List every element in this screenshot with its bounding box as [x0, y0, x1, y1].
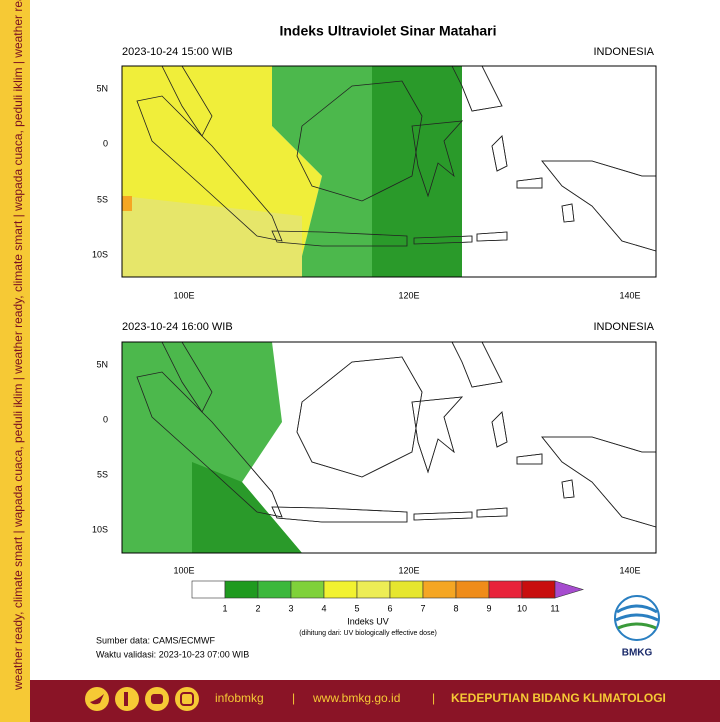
colorbar-label: 7 [420, 603, 425, 613]
colorbar-label: 6 [387, 603, 392, 613]
footer [30, 680, 720, 722]
panel-region: INDONESIA [593, 321, 654, 333]
separator: | [432, 691, 435, 705]
colorbar-label: 2 [255, 603, 260, 613]
colorbar-segment [224, 580, 259, 599]
map-panel [121, 341, 657, 554]
validity: Waktu validasi: 2023-10-23 07:00 WIB [96, 649, 249, 659]
colorbar-segment [257, 580, 292, 599]
title: Indeks Ultraviolet Sinar Matahari [279, 23, 496, 39]
lat-label: 5N [96, 359, 108, 369]
colorbar-title: Indeks UV [347, 616, 389, 626]
colorbar-label: 5 [354, 603, 359, 613]
lat-label: 10S [92, 524, 108, 534]
lon-label: 120E [398, 565, 419, 575]
colorbar-label: 1 [222, 603, 227, 613]
social-icons [85, 687, 199, 711]
panel-datetime: 2023-10-24 16:00 WIB [122, 321, 233, 333]
panel-region: INDONESIA [593, 46, 654, 58]
colorbar-label: 11 [550, 603, 559, 613]
colorbar-segment [389, 580, 424, 599]
lon-label: 140E [619, 290, 640, 300]
source: Sumber data: CAMS/ECMWF [96, 635, 216, 645]
lat-label: 0 [103, 414, 108, 424]
lat-label: 5S [97, 194, 108, 204]
panel-datetime: 2023-10-24 15:00 WIB [122, 46, 233, 58]
colorbar-segment [290, 580, 325, 599]
lat-label: 10S [92, 249, 108, 259]
map-panel [121, 65, 657, 278]
lat-label: 5N [96, 83, 108, 93]
colorbar-label: 3 [288, 603, 293, 613]
colorbar-segment [323, 580, 358, 599]
lat-label: 0 [103, 138, 108, 148]
colorbar-segment [356, 580, 391, 599]
lon-label: 100E [173, 565, 194, 575]
colorbar-segment [191, 580, 226, 599]
colorbar-note: (dihitung dari: UV biologically effectiv… [299, 630, 437, 637]
lon-label: 120E [398, 290, 419, 300]
social-handle: infobmkg [215, 691, 264, 705]
instagram-icon[interactable] [175, 687, 199, 711]
colorbar-segment [521, 580, 556, 599]
logo-text: BMKG [622, 648, 653, 659]
colorbar-segment [455, 580, 490, 599]
sidebar-text: weather ready, climate smart | wapada cu… [11, 0, 25, 691]
colorbar-arrow [554, 580, 585, 599]
logo: BMKG [614, 595, 660, 659]
colorbar-label: 10 [517, 603, 527, 613]
website[interactable]: www.bmkg.go.id [312, 691, 400, 705]
sidebar [0, 0, 30, 722]
colorbar-label: 9 [486, 603, 491, 613]
colorbar-label: 4 [321, 603, 326, 613]
lon-label: 140E [619, 565, 640, 575]
lon-label: 100E [173, 290, 194, 300]
colorbar: 1 2 3 4 5 6 7 8 9 10 11 [191, 580, 585, 613]
colorbar-segment [422, 580, 457, 599]
footer-unit: KEDEPUTIAN BIDANG KLIMATOLOGI [451, 691, 666, 705]
separator: | [292, 691, 295, 705]
colorbar-segment [488, 580, 523, 599]
colorbar-label: 8 [453, 603, 458, 613]
lat-label: 5S [97, 469, 108, 479]
